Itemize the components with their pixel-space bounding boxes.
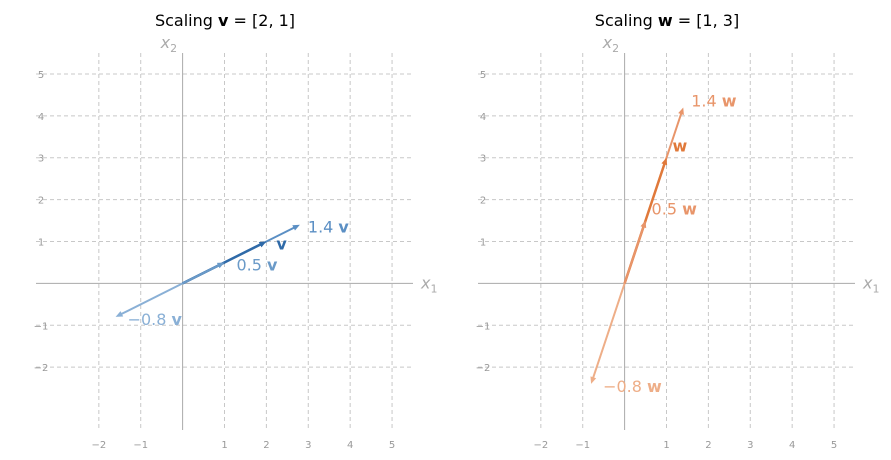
x-tick-label: 1: [221, 440, 227, 451]
y-tick-label: 1: [480, 238, 486, 249]
x-tick-label: −2: [91, 440, 106, 451]
x-tick-label: 5: [831, 440, 837, 451]
chart-title: Scaling v = [2, 1]: [155, 11, 295, 30]
y-axis-label: x2: [602, 33, 619, 55]
y-tick-label: 2: [38, 196, 44, 207]
x-tick-label: −2: [533, 440, 548, 451]
vector-label: 0.5 w: [652, 200, 698, 219]
vector-arrow: [119, 282, 184, 316]
y-axis-label: x2: [160, 33, 177, 55]
vector-arrowhead: [661, 157, 668, 166]
vector-arrowhead: [640, 220, 647, 229]
y-tick-label: −1: [476, 321, 491, 332]
y-tick-label: 3: [480, 154, 486, 165]
x-tick-label: 2: [705, 440, 711, 451]
vector-arrow: [623, 224, 645, 284]
vector-arrowhead: [115, 311, 124, 317]
vector-arrowhead: [590, 376, 597, 384]
x-tick-label: 3: [305, 440, 311, 451]
vector-arrowhead: [216, 262, 225, 269]
vector-label: −0.8 v: [128, 310, 183, 329]
y-tick-label: 3: [38, 154, 44, 165]
y-tick-label: 5: [38, 70, 44, 81]
y-tick-label: 2: [480, 196, 486, 207]
vector-label: 0.5 v: [237, 255, 279, 274]
vector-arrow: [182, 263, 221, 285]
subplot-v: Scaling v = [2, 1] −2 −1 1 2 3 4 5 −2 −1 1 2 3 4 5 x1 x…: [34, 11, 438, 451]
vector-label: −0.8 w: [603, 377, 662, 396]
y-tick-label: −1: [34, 321, 49, 332]
subplot-w: Scaling w = [1, 3] −2 −1 1 2 3 4 5 −2 −1 1 2 3 4 5 x1 x…: [476, 11, 880, 451]
vector-arrowhead: [292, 224, 300, 231]
vector-label: 1.4 v: [308, 218, 350, 237]
vector-label: w: [673, 137, 688, 156]
x-tick-label: 4: [347, 440, 353, 451]
y-tick-label: 4: [38, 112, 44, 123]
vector-label: 1.4 w: [691, 91, 737, 110]
vector-label: v: [276, 235, 287, 254]
y-tick-label: 5: [480, 70, 486, 81]
x-tick-label: 2: [263, 440, 269, 451]
x-tick-label: −1: [133, 440, 148, 451]
y-tick-label: −2: [34, 363, 49, 374]
x-tick-label: 3: [747, 440, 753, 451]
vector-arrowhead: [678, 107, 684, 116]
y-tick-label: 1: [38, 238, 44, 249]
x-tick-label: −1: [575, 440, 590, 451]
x-axis-label: x1: [420, 273, 437, 295]
chart-title: Scaling w = [1, 3]: [595, 11, 739, 30]
x-tick-label: 1: [663, 440, 669, 451]
x-tick-label: 4: [789, 440, 795, 451]
y-tick-label: 4: [480, 112, 486, 123]
y-tick-label: −2: [476, 363, 491, 374]
x-tick-label: 5: [389, 440, 395, 451]
vector-arrowhead: [258, 241, 267, 248]
x-axis-label: x1: [862, 273, 879, 295]
vector-arrow: [591, 283, 626, 380]
